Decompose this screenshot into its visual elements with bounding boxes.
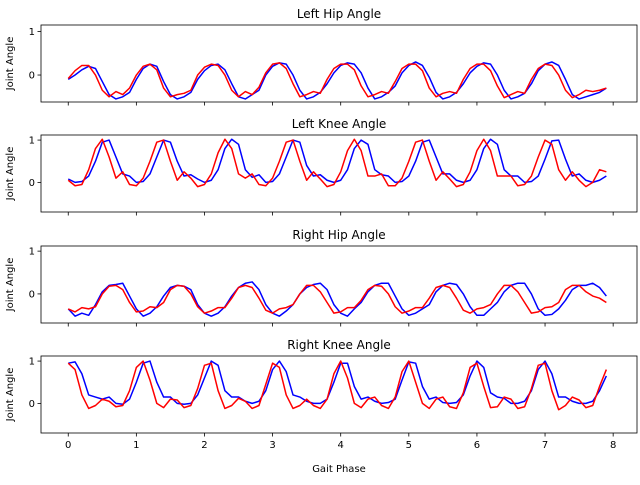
y-tick-label: 0: [29, 178, 35, 189]
y-axis-label: Joint Angle: [5, 37, 16, 92]
plot-frame: [40, 24, 638, 103]
y-tick-label: 0: [29, 71, 35, 82]
y-tick-label: 1: [29, 27, 35, 38]
series-line-blue: [67, 138, 607, 184]
y-tick-label: 1: [29, 136, 35, 147]
x-tick-label: 8: [610, 440, 616, 451]
x-tick-label: 0: [65, 440, 71, 451]
x-tick-label: 6: [474, 440, 480, 451]
subplot-title: Right Knee Angle: [287, 338, 391, 352]
subplot-3: 0 1 Right Hip Angle Joint Angle: [5, 228, 638, 327]
plot-frame: [40, 355, 638, 434]
y-tick-label: 1: [29, 357, 35, 368]
x-tick-label: 1: [133, 440, 139, 451]
y-tick-label: 0: [29, 399, 35, 410]
x-axis-label: Gait Phase: [312, 464, 366, 475]
series-line-red: [67, 284, 607, 314]
subplot-title: Right Hip Angle: [292, 228, 385, 242]
series-line-red: [67, 360, 608, 411]
subplot-title: Left Knee Angle: [292, 117, 387, 131]
x-tick-label: 4: [338, 440, 344, 451]
plot-frame: [40, 245, 638, 324]
y-axis-label: Joint Angle: [5, 368, 16, 423]
series-line-blue: [67, 61, 607, 100]
subplot-title: Left Hip Angle: [297, 7, 381, 21]
series-line-red: [67, 138, 607, 188]
y-axis-label: Joint Angle: [5, 258, 16, 313]
x-tick-label: 5: [406, 440, 412, 451]
x-tick-label: 3: [269, 440, 275, 451]
series-line-blue: [68, 360, 608, 405]
y-tick-label: 0: [29, 289, 35, 300]
series-line-blue: [67, 281, 607, 317]
y-tick-label: 1: [29, 247, 35, 258]
subplot-2: 0 1 Left Knee Angle Joint Angle: [5, 117, 638, 216]
subplot-1: 0 1 Left Hip Angle Joint Angle: [5, 7, 638, 106]
x-tick-label: 2: [201, 440, 207, 451]
subplot-4: 0 1 2 3 4 5 6 7 8 0 1 Right Knee Angle Joint Angle: [5, 338, 638, 451]
y-axis-label: Joint Angle: [5, 147, 16, 202]
plot-frame: [40, 134, 638, 213]
series-line-red: [67, 62, 607, 99]
x-tick-label: 7: [542, 440, 548, 451]
